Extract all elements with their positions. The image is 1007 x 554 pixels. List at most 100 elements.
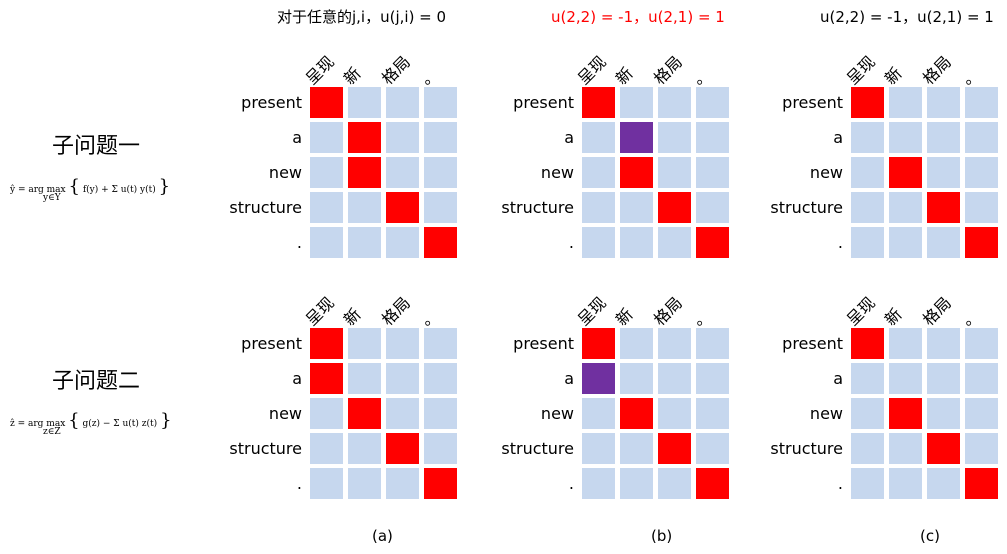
formula-1-sub: y∈Y: [43, 193, 61, 203]
subproblem-1-formula: ŷ = arg max { f(y) + Σ u(t) y(t) } y∈Y: [10, 176, 171, 203]
column-label: 格局: [918, 293, 955, 330]
alignment-cell: [851, 363, 884, 394]
alignment-cell: [927, 363, 960, 394]
alignment-cell: [424, 433, 457, 464]
alignment-cell: [310, 468, 343, 499]
alignment-cell-active: [348, 398, 381, 429]
caption-c: u(2,2) = -1，u(2,1) = 1: [820, 8, 994, 26]
alignment-cell: [386, 328, 419, 359]
alignment-cell: [696, 398, 729, 429]
row-label: .: [837, 474, 843, 493]
alignment-cell: [348, 468, 381, 499]
column-label: 新: [880, 304, 906, 330]
alignment-cell: [620, 468, 653, 499]
alignment-cell: [620, 433, 653, 464]
row-label: structure: [501, 198, 574, 217]
alignment-cell: [851, 157, 884, 188]
alignment-cell: [889, 328, 922, 359]
alignment-cell: [424, 328, 457, 359]
column-label: 。: [956, 304, 982, 330]
alignment-cell: [620, 87, 653, 118]
column-label: 。: [415, 304, 441, 330]
alignment-cell: [965, 433, 998, 464]
alignment-cell: [658, 468, 691, 499]
column-label: 格局: [649, 293, 686, 330]
alignment-cell: [424, 363, 457, 394]
alignment-cell: [348, 227, 381, 258]
alignment-cell: [658, 227, 691, 258]
alignment-cell: [424, 398, 457, 429]
subproblem-2-title: 子问题二: [52, 369, 141, 394]
alignment-cell: [696, 433, 729, 464]
row-label: .: [296, 233, 302, 252]
alignment-cell: [851, 122, 884, 153]
alignment-cell-active: [582, 87, 615, 118]
alignment-cell: [927, 87, 960, 118]
column-label: 新: [611, 63, 637, 89]
alignment-cell: [965, 363, 998, 394]
alignment-cell-changed: [620, 122, 653, 153]
column-label: 格局: [377, 52, 414, 89]
column-label: 。: [415, 63, 441, 89]
alignment-cell-active: [696, 227, 729, 258]
alignment-cell: [582, 433, 615, 464]
alignment-cell: [424, 192, 457, 223]
alignment-cell: [658, 157, 691, 188]
row-label: a: [564, 369, 574, 388]
alignment-cell: [658, 398, 691, 429]
alignment-cell: [851, 227, 884, 258]
alignment-cell: [889, 122, 922, 153]
alignment-cell-active: [696, 468, 729, 499]
alignment-cell: [620, 192, 653, 223]
alignment-cell: [965, 192, 998, 223]
alignment-cell-active: [386, 192, 419, 223]
row-label: new: [268, 404, 302, 423]
alignment-cell: [889, 192, 922, 223]
row-label: present: [782, 93, 843, 112]
alignment-cell: [927, 328, 960, 359]
alignment-cell: [851, 398, 884, 429]
alignment-cell: [620, 363, 653, 394]
alignment-cell: [696, 87, 729, 118]
alignment-cell: [965, 328, 998, 359]
alignment-cell: [386, 468, 419, 499]
alignment-cell: [310, 122, 343, 153]
column-label: 格局: [377, 293, 414, 330]
alignment-cell: [348, 363, 381, 394]
alignment-cell: [927, 157, 960, 188]
column-label: 呈现: [842, 293, 879, 330]
alignment-cell: [310, 227, 343, 258]
alignment-cell: [889, 468, 922, 499]
caption-b: u(2,2) = -1，u(2,1) = 1: [551, 8, 725, 26]
row-label: new: [540, 163, 574, 182]
alignment-cell: [582, 192, 615, 223]
column-label: 新: [880, 63, 906, 89]
alignment-cell: [348, 328, 381, 359]
alignment-cell: [927, 398, 960, 429]
alignment-cell: [386, 157, 419, 188]
alignment-cell-active: [620, 398, 653, 429]
alignment-cell: [696, 363, 729, 394]
alignment-cell-active: [348, 157, 381, 188]
column-label: 新: [339, 63, 365, 89]
alignment-cell: [658, 363, 691, 394]
alignment-cell: [927, 468, 960, 499]
row-label: structure: [770, 439, 843, 458]
alignment-cell: [386, 398, 419, 429]
alignment-cell-active: [424, 227, 457, 258]
alignment-cell: [889, 363, 922, 394]
row-label: .: [568, 474, 574, 493]
alignment-cell-active: [965, 468, 998, 499]
formula-1-body: f(y) + Σ u(t) y(t): [82, 185, 156, 195]
alignment-cell: [851, 468, 884, 499]
alignment-cell: [310, 433, 343, 464]
column-label: 呈现: [301, 293, 338, 330]
row-label: structure: [770, 198, 843, 217]
alignment-cell: [386, 227, 419, 258]
alignment-cell: [386, 363, 419, 394]
alignment-cell: [386, 122, 419, 153]
column-label: 新: [339, 304, 365, 330]
row-label: present: [782, 334, 843, 353]
row-label: new: [809, 163, 843, 182]
alignment-cell: [386, 87, 419, 118]
